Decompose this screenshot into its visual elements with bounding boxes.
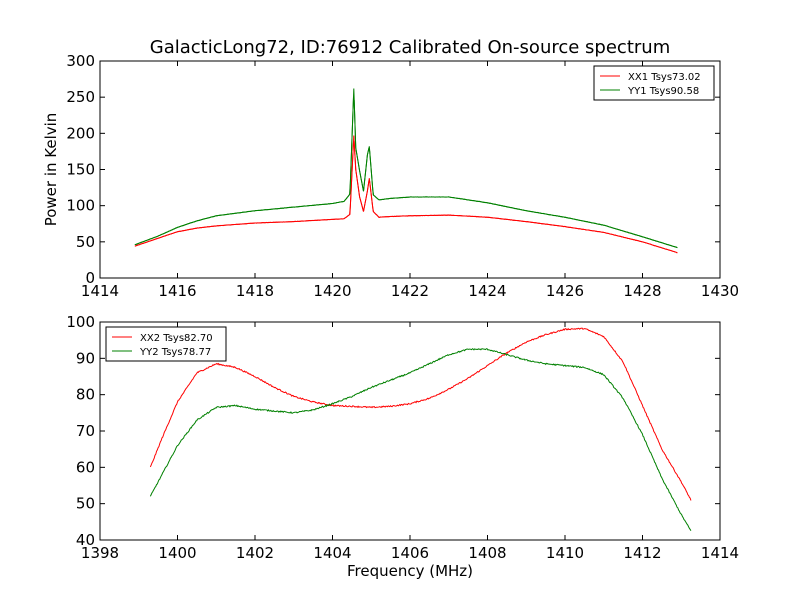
panel-2-xtick-label: 1400 <box>158 544 196 562</box>
panel-2-ytick-label: 50 <box>76 495 95 513</box>
panel-1-ytick-label: 50 <box>76 233 95 251</box>
panel-2-xtick-label: 1402 <box>236 544 274 562</box>
panel-2-xlabel: Frequency (MHz) <box>347 562 473 580</box>
panel-1-title: GalacticLong72, ID:76912 Calibrated On-s… <box>150 37 670 58</box>
panel-2-ytick-label: 70 <box>76 422 95 440</box>
panel-1-ytick-label: 150 <box>66 161 95 179</box>
panel-2-xtick-label: 1410 <box>546 544 584 562</box>
panel-1-ylabel: Power in Kelvin <box>42 113 60 227</box>
panel-1-legend-box <box>593 65 715 101</box>
panel-1-xtick-label: 1414 <box>81 282 119 300</box>
panel-1-xtick-label: 1426 <box>546 282 584 300</box>
panel-1-xtick-label: 1418 <box>236 282 274 300</box>
panel-1-ytick-label: 200 <box>66 124 95 142</box>
panel-2-ytick-label: 80 <box>76 386 95 404</box>
panel-1-xtick-label: 1428 <box>623 282 661 300</box>
panel-2-legend-label-2: YY2 Tsys78.77 <box>139 347 211 358</box>
panel-2-xtick-label: 1398 <box>81 544 119 562</box>
panel-1-xtick-label: 1424 <box>468 282 506 300</box>
panel-2-xtick-label: 1412 <box>623 544 661 562</box>
panel-2-xtick-label: 1408 <box>468 544 506 562</box>
panel-2-legend-label-1: XX2 Tsys82.70 <box>140 333 213 344</box>
panel-1-xtick-label: 1422 <box>391 282 429 300</box>
panel-2-xtick-label: 1414 <box>701 544 739 562</box>
panel-2-xtick-label: 1406 <box>391 544 429 562</box>
panel-1-xtick-label: 1430 <box>701 282 739 300</box>
panel-1-legend-label-1: XX1 Tsys73.02 <box>628 72 701 83</box>
panel-2-ytick-label: 100 <box>66 313 95 331</box>
panel-2-legend-box <box>105 326 227 362</box>
panel-1-legend-label-2: YY1 Tsys90.58 <box>627 86 699 97</box>
panel-1-ytick-label: 100 <box>66 197 95 215</box>
panel-2-ytick-label: 90 <box>76 349 95 367</box>
panel-1-xtick-label: 1420 <box>313 282 351 300</box>
panel-1-ytick-label: 0 <box>85 269 95 287</box>
panel-2-ytick-label: 60 <box>76 458 95 476</box>
panel-1-series-2-peaks <box>134 88 678 249</box>
panel-2-series-2-line <box>149 348 692 531</box>
panel-1-series-1-peaks <box>134 135 678 254</box>
panel-2-xtick-label: 1404 <box>313 544 351 562</box>
panel-2-series-1-line <box>149 327 692 501</box>
panel-1-ytick-label: 300 <box>66 52 95 70</box>
panel-1-xtick-label: 1416 <box>158 282 196 300</box>
panel-1-ytick-label: 250 <box>66 88 95 106</box>
panel-2-ytick-label: 40 <box>76 531 95 549</box>
